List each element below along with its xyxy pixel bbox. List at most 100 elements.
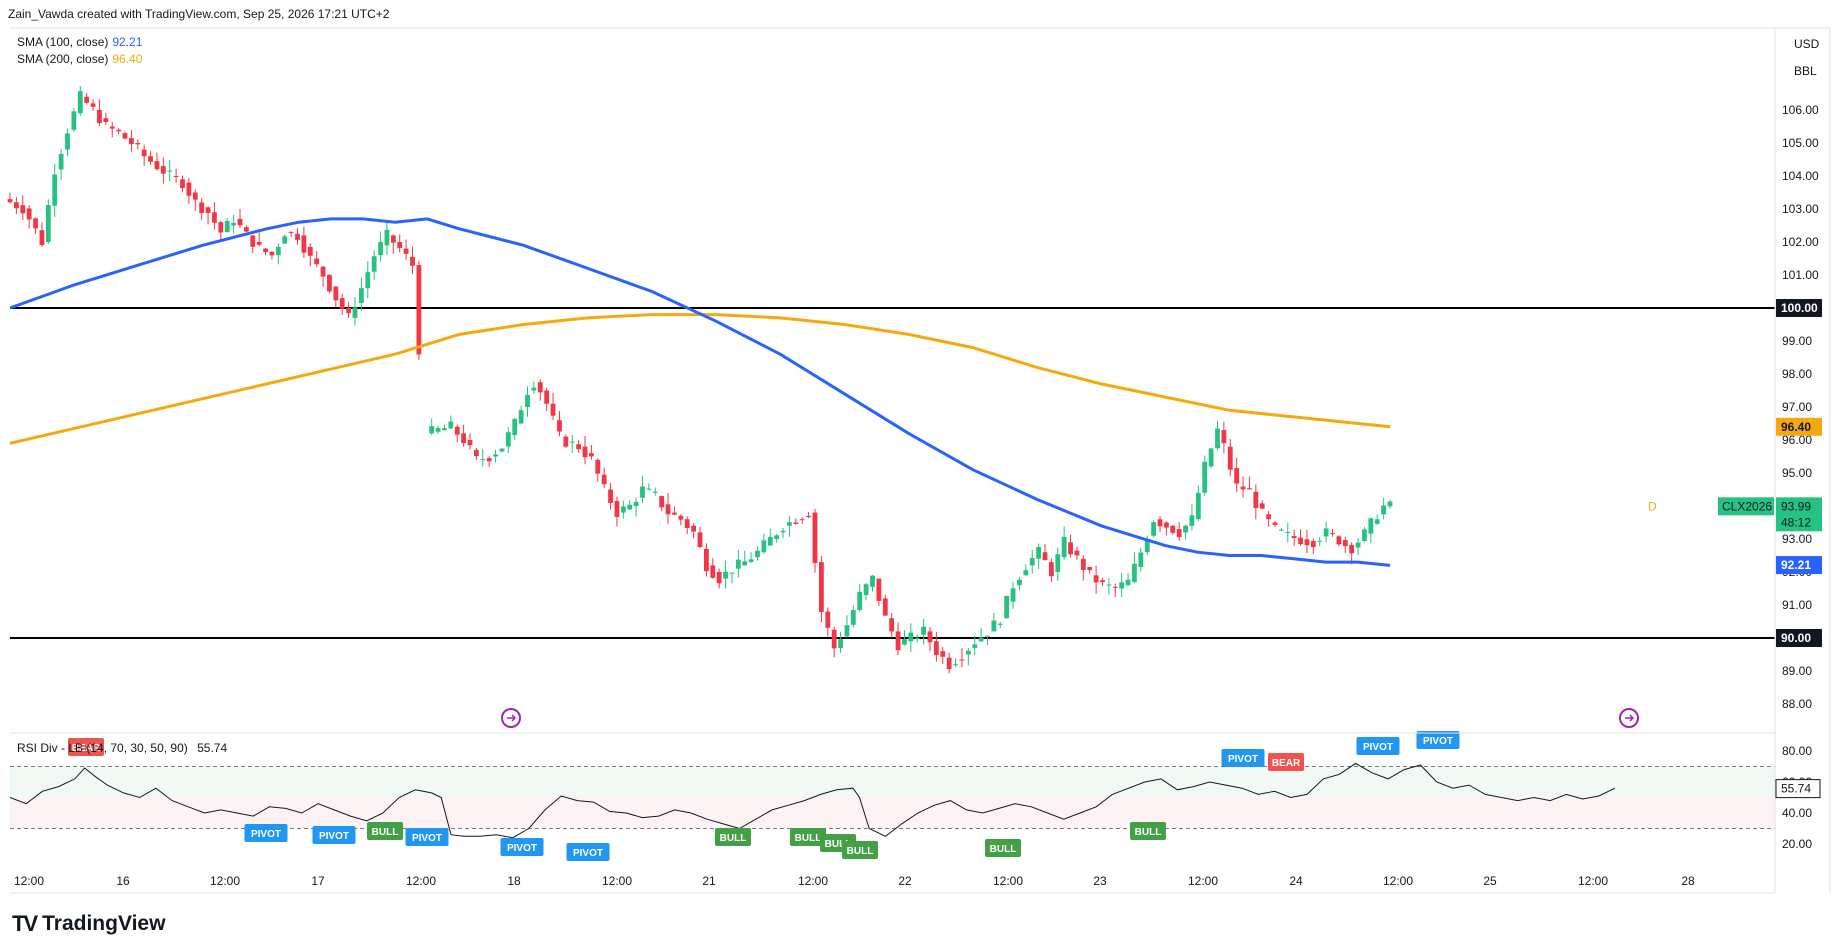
candle-body xyxy=(1215,428,1220,449)
candle-body xyxy=(1221,430,1227,444)
price-tick-label: 97.00 xyxy=(1782,400,1812,414)
currency-unit[interactable]: USD xyxy=(1794,37,1820,51)
candle-body xyxy=(1176,529,1182,538)
candle-body xyxy=(1151,522,1157,536)
price-tick-label: 103.00 xyxy=(1782,202,1819,216)
candle-body xyxy=(371,256,377,272)
candle-body xyxy=(1068,542,1073,555)
candle-body xyxy=(908,632,914,642)
chart-icons[interactable] xyxy=(501,708,1639,728)
time-tick-label: 24 xyxy=(1289,874,1303,888)
candle-body xyxy=(678,515,684,520)
price-tick-label: 98.00 xyxy=(1782,367,1812,381)
time-axis[interactable]: 12:00 16 12:00 17 12:00 18 12:00 21 12:00 22 12:00… xyxy=(14,874,1695,888)
price-tick-label: 95.00 xyxy=(1782,466,1812,480)
candle-body xyxy=(863,584,869,596)
legend-sma100-value: 92.21 xyxy=(112,35,143,49)
last-price-text: 93.99 xyxy=(1781,499,1811,513)
candle-body xyxy=(1132,563,1137,582)
candle-body xyxy=(1183,525,1188,533)
attribution-header: Zain_Vawda created with TradingView.com,… xyxy=(8,7,390,21)
candle-body xyxy=(972,644,978,648)
candle-body xyxy=(665,504,671,515)
candle-body xyxy=(122,133,128,139)
rsi-marker-bear xyxy=(68,738,104,756)
candle-body xyxy=(1381,505,1387,515)
candle-body xyxy=(250,235,256,247)
candle-body xyxy=(710,565,716,578)
candle-body xyxy=(71,111,77,130)
candle-body xyxy=(550,403,556,416)
candle-body xyxy=(397,242,403,248)
sma100-tag-text: 92.21 xyxy=(1781,558,1811,572)
legend-sma200[interactable]: SMA (200, close) 96.40 xyxy=(17,52,142,66)
candle-body xyxy=(384,229,390,246)
candle-body xyxy=(390,235,396,243)
candle-body xyxy=(1323,528,1329,537)
candle-body xyxy=(1074,550,1080,556)
candle-body xyxy=(1093,575,1099,583)
candle-body xyxy=(480,459,486,461)
candle-body xyxy=(1374,519,1380,524)
legend-sma100[interactable]: SMA (100, close) 92.21 xyxy=(17,35,142,49)
candle-body xyxy=(729,572,735,574)
candle-body xyxy=(1023,570,1029,576)
candle-body xyxy=(1259,503,1265,509)
rsi-legend[interactable]: RSI Div - LB (14, 70, 30, 50, 90) 55.74 xyxy=(17,741,227,755)
price-tick-label: 91.00 xyxy=(1782,598,1812,612)
time-tick-label: 23 xyxy=(1093,874,1107,888)
tradingview-logo-icon: TV xyxy=(12,911,38,936)
candle-body xyxy=(473,449,479,456)
candle-body xyxy=(921,626,927,635)
candle-body xyxy=(595,459,601,474)
level-90-tag-text: 90.00 xyxy=(1781,631,1811,645)
candle-body xyxy=(1362,529,1367,541)
candle-body xyxy=(1119,582,1125,589)
rsi-legend-value: 55.74 xyxy=(197,741,228,755)
candle-body xyxy=(831,629,837,649)
volume-unit[interactable]: BBL xyxy=(1794,64,1817,78)
candle-body xyxy=(512,418,518,436)
rsi-marker-bull xyxy=(842,841,878,859)
candle-body xyxy=(742,561,748,566)
candle-body xyxy=(486,458,492,462)
icon-glyph xyxy=(507,714,517,722)
candle-body xyxy=(275,246,281,256)
rsi-marker-pivot xyxy=(1356,737,1400,755)
price-tick-label: 88.00 xyxy=(1782,697,1812,711)
candle-body xyxy=(1202,461,1208,493)
candle-body xyxy=(314,258,320,265)
time-tick-label: 21 xyxy=(702,874,716,888)
candle-body xyxy=(793,522,799,524)
candle-body xyxy=(1342,539,1348,547)
candle-body xyxy=(735,559,741,569)
price-axis[interactable]: 106.00 105.00 104.00 103.00 102.00 101.00 100.… xyxy=(1782,103,1819,711)
candle-body xyxy=(218,222,224,233)
candle-body xyxy=(723,571,728,579)
candle-body xyxy=(640,486,645,498)
level-90-tag xyxy=(1776,629,1822,647)
candle-body xyxy=(1234,468,1240,484)
candle-body xyxy=(959,659,965,661)
candle-body xyxy=(761,540,767,553)
time-tick-label: 12:00 xyxy=(210,874,240,888)
candle-body xyxy=(416,265,422,355)
candle-body xyxy=(767,536,773,546)
rsi-marker-label: PIVOT xyxy=(1363,742,1393,753)
sma200-tag-text: 96.40 xyxy=(1781,420,1811,434)
icon-glyph xyxy=(1625,714,1635,722)
rsi-marker-bull xyxy=(715,828,751,846)
candle-body xyxy=(1240,486,1246,490)
candle-body xyxy=(77,91,83,114)
main-pane xyxy=(10,28,1770,728)
tradingview-logo[interactable]: TV TradingView xyxy=(12,911,165,937)
candle-body xyxy=(1336,536,1342,545)
candle-body xyxy=(13,202,19,209)
candle-body xyxy=(1055,554,1061,572)
candle-body xyxy=(525,394,530,407)
candle-body xyxy=(454,426,460,435)
candle-body xyxy=(358,288,364,304)
level-100-tag xyxy=(1776,299,1822,317)
